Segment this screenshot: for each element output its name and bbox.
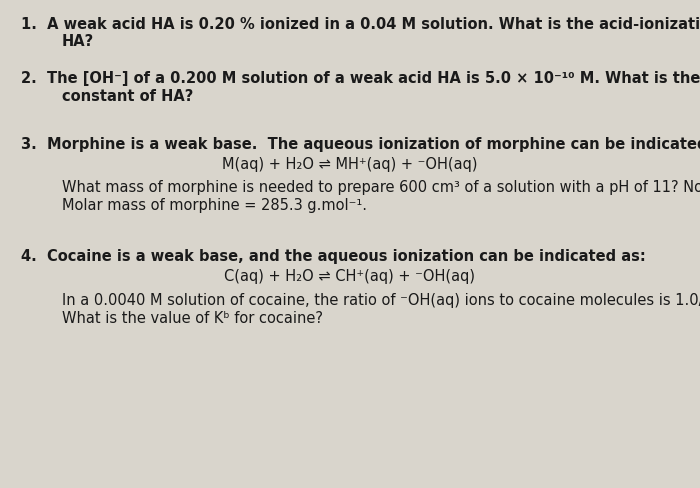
Text: constant of HA?: constant of HA? (62, 89, 193, 104)
Text: Molar mass of morphine = 285.3 g.mol⁻¹.: Molar mass of morphine = 285.3 g.mol⁻¹. (62, 198, 367, 213)
Text: 2.  The [OH⁻] of a 0.200 M solution of a weak acid HA is 5.0 × 10⁻¹⁰ M. What is : 2. The [OH⁻] of a 0.200 M solution of a … (21, 71, 700, 86)
Text: HA?: HA? (62, 34, 94, 49)
Text: What mass of morphine is needed to prepare 600 cm³ of a solution with a pH of 11: What mass of morphine is needed to prepa… (62, 180, 700, 195)
Text: 1.  A weak acid HA is 0.20 % ionized in a 0.04 M solution. What is the acid-ioni: 1. A weak acid HA is 0.20 % ionized in a… (21, 17, 700, 32)
Text: In a 0.0040 M solution of cocaine, the ratio of ⁻OH(aq) ions to cocaine molecule: In a 0.0040 M solution of cocaine, the r… (62, 293, 700, 308)
Text: 3.  Morphine is a weak base.  The aqueous ionization of morphine can be indicate: 3. Morphine is a weak base. The aqueous … (21, 137, 700, 152)
Text: C(aq) + H₂O ⇌ CH⁺(aq) + ⁻OH(aq): C(aq) + H₂O ⇌ CH⁺(aq) + ⁻OH(aq) (225, 269, 475, 285)
Text: 4.  Cocaine is a weak base, and the aqueous ionization can be indicated as:: 4. Cocaine is a weak base, and the aqueo… (21, 249, 645, 264)
Text: M(aq) + H₂O ⇌ MH⁺(aq) + ⁻OH(aq): M(aq) + H₂O ⇌ MH⁺(aq) + ⁻OH(aq) (223, 157, 477, 172)
Text: What is the value of Kᵇ for cocaine?: What is the value of Kᵇ for cocaine? (62, 311, 323, 326)
